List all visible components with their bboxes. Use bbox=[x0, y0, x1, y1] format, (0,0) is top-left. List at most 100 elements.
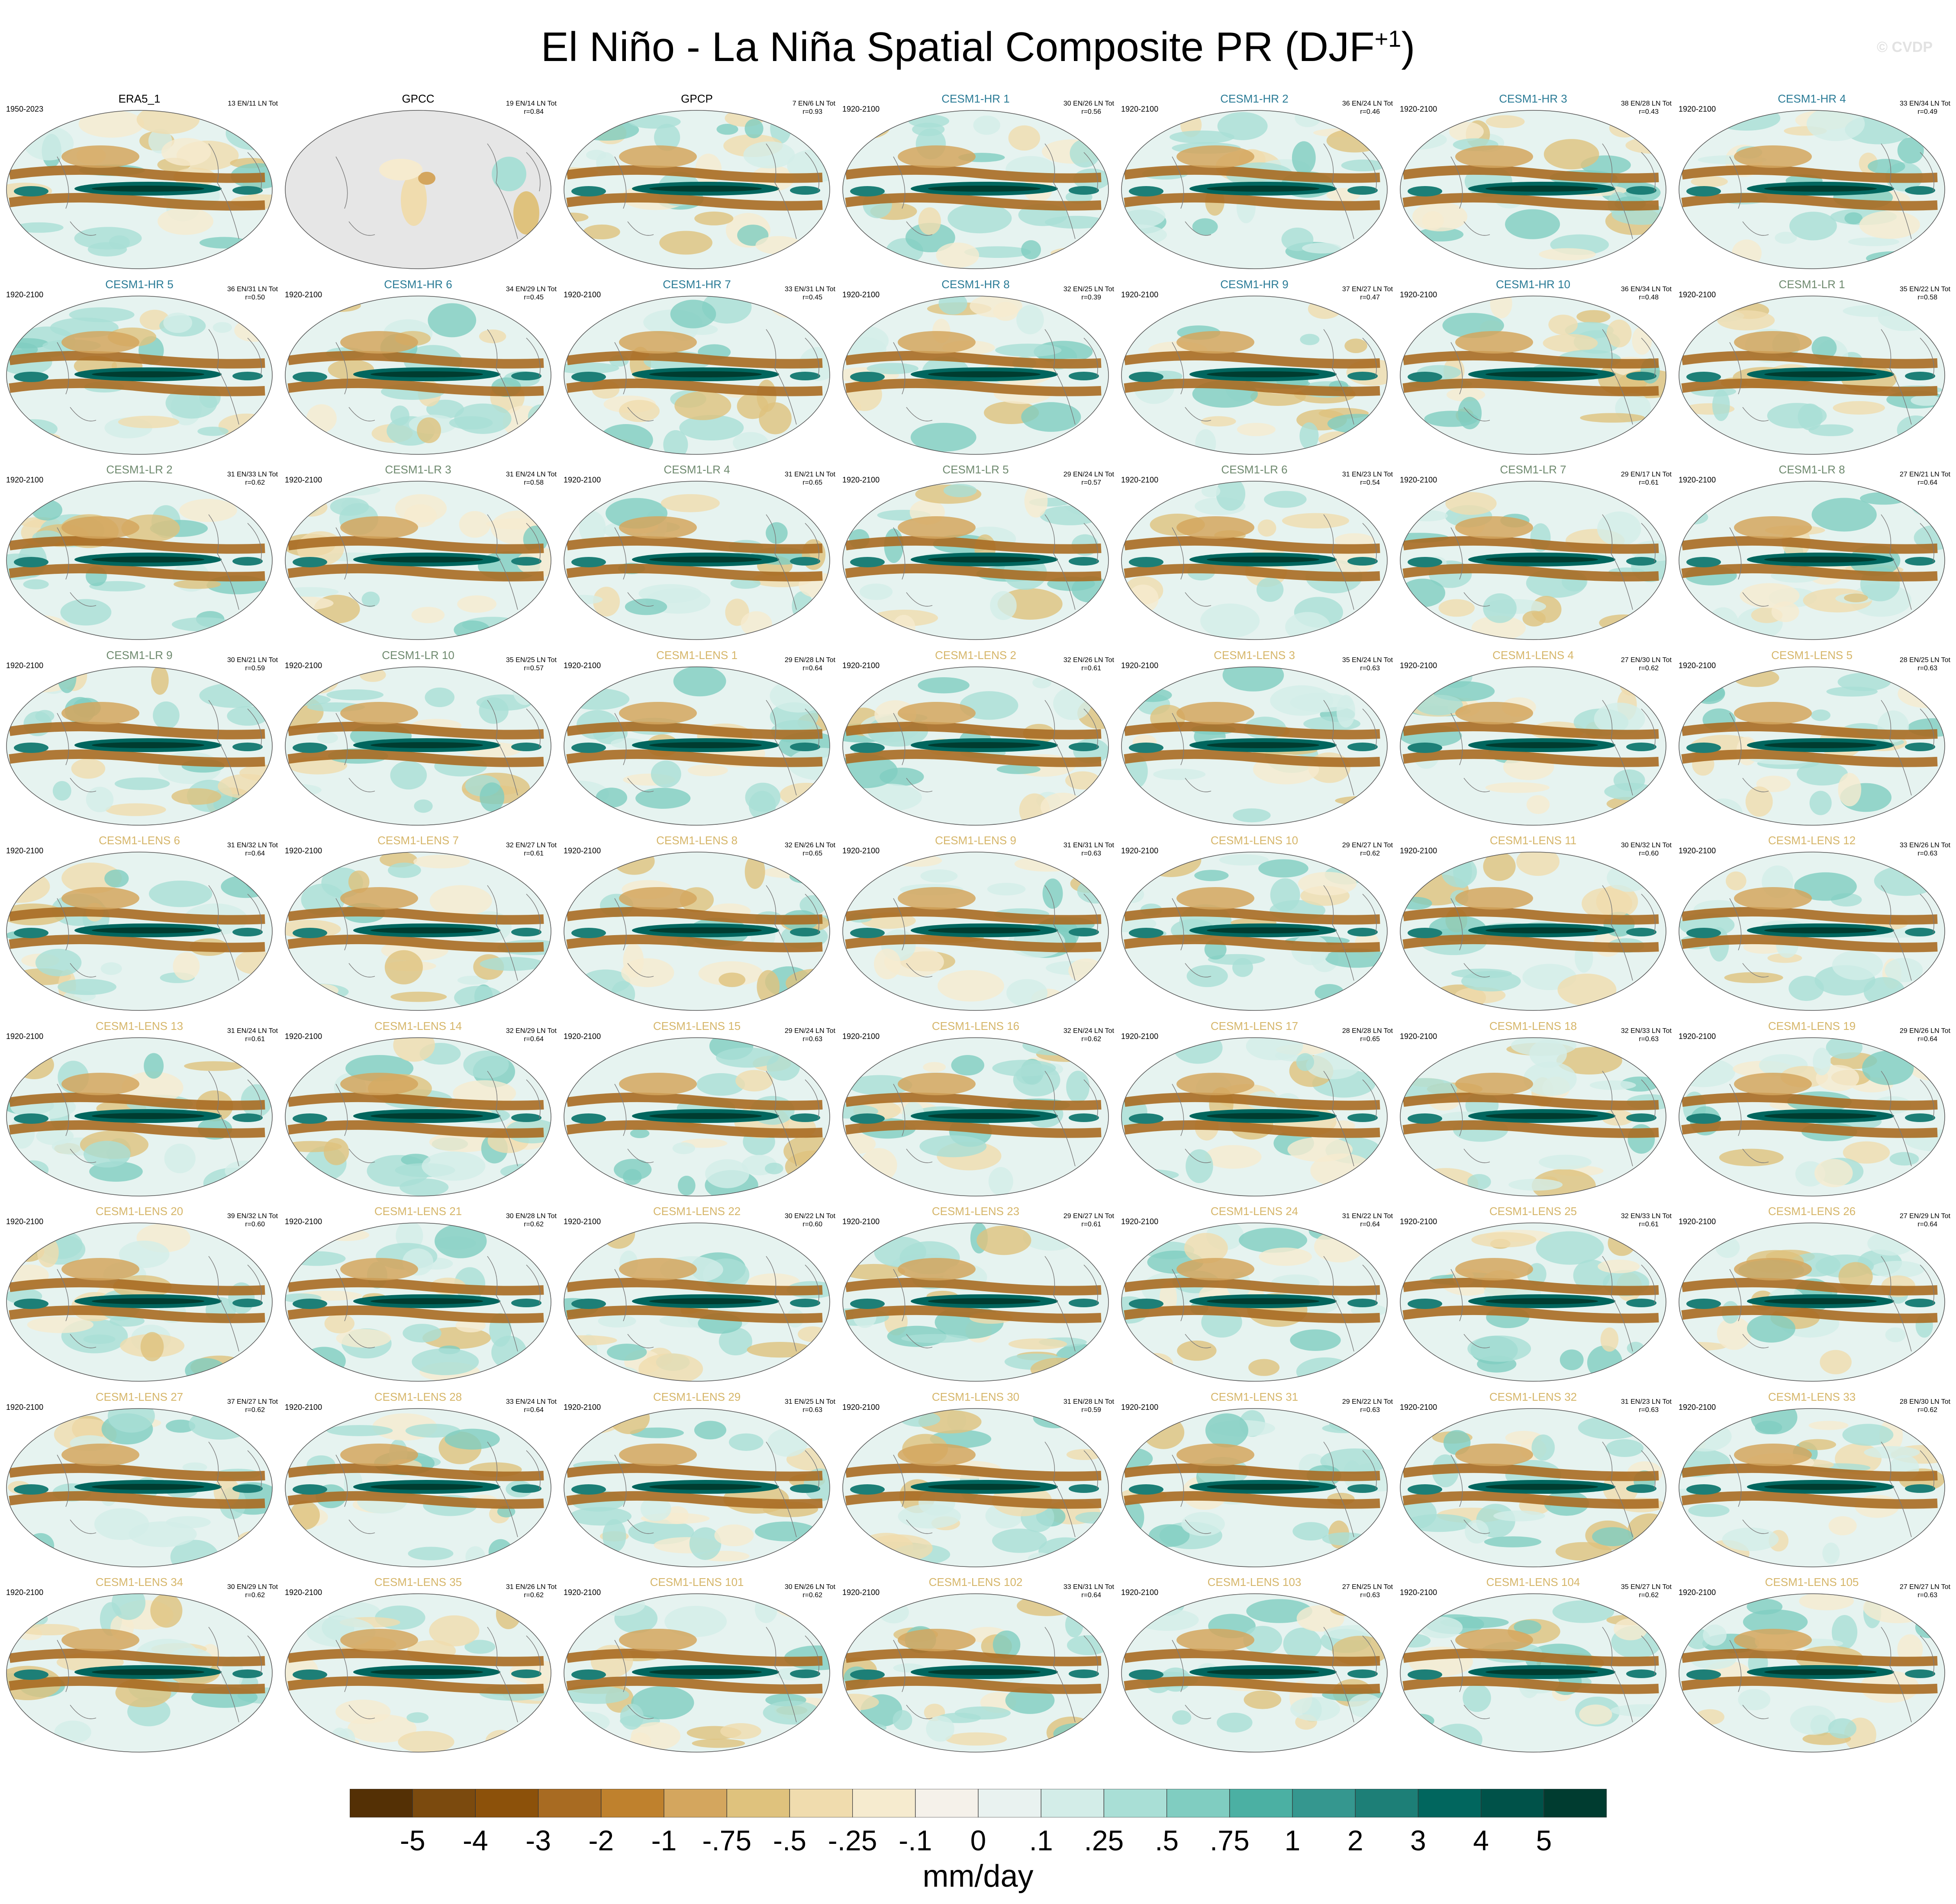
anomaly-blob bbox=[161, 138, 211, 166]
dry-band bbox=[61, 701, 139, 724]
dry-band bbox=[61, 145, 139, 168]
dry-band bbox=[1402, 165, 1659, 183]
anomaly-blob bbox=[996, 764, 1041, 774]
anomaly-blob bbox=[767, 1053, 800, 1081]
panel-event-counts: 31 EN/26 LN Tot bbox=[506, 1583, 557, 1591]
wet-indian-ocean bbox=[293, 1113, 327, 1124]
wet-atlantic bbox=[1626, 557, 1656, 566]
map-outline bbox=[842, 1222, 1109, 1382]
coastline bbox=[893, 329, 1098, 425]
anomaly-blob bbox=[417, 417, 441, 443]
panel-pattern-correlation: r=0.60 bbox=[802, 1221, 822, 1228]
panel-title: CESM1-HR 9 bbox=[1220, 277, 1289, 291]
anomaly-blob bbox=[603, 1519, 626, 1553]
anomaly-blob bbox=[743, 141, 795, 169]
anomaly-blob bbox=[6, 338, 48, 348]
dry-band bbox=[1402, 536, 1659, 554]
panel-pattern-correlation: r=0.60 bbox=[1639, 850, 1659, 857]
anomaly-blob bbox=[973, 116, 1000, 135]
dry-band bbox=[9, 721, 265, 740]
panel-title: CESM1-LENS 10 bbox=[1210, 834, 1299, 847]
coastline bbox=[57, 329, 262, 425]
map-outline bbox=[285, 1408, 551, 1567]
wet-atlantic bbox=[1347, 1484, 1378, 1493]
anomaly-blob bbox=[166, 1516, 211, 1528]
dry-band bbox=[1176, 1258, 1254, 1280]
anomaly-blob bbox=[1747, 1314, 1795, 1343]
map-outline bbox=[1400, 481, 1666, 640]
dry-band bbox=[287, 1676, 544, 1694]
dry-band bbox=[1734, 331, 1812, 354]
anomaly-blob bbox=[1832, 950, 1883, 980]
wet-equatorial-tongue bbox=[649, 927, 762, 933]
anomaly-blob bbox=[220, 992, 252, 1002]
panel-event-counts: 33 EN/31 LN Tot bbox=[1063, 1583, 1114, 1591]
anomaly-blob bbox=[947, 203, 1012, 234]
dry-band bbox=[287, 378, 544, 396]
panel-stats: 13 EN/11 LN Tot bbox=[228, 100, 278, 108]
coastline bbox=[1172, 1256, 1377, 1352]
global-map bbox=[564, 1037, 830, 1196]
map-panel: CESM1-LENS 20 1920-2100 39 EN/32 LN Tot r=0… bbox=[0, 1204, 279, 1389]
global-map bbox=[842, 1222, 1109, 1382]
anomaly-blob bbox=[100, 962, 122, 975]
dry-band bbox=[61, 331, 139, 354]
coastline bbox=[614, 1627, 819, 1723]
panel-stats: 31 EN/24 LN Tot r=0.58 bbox=[506, 470, 557, 487]
dry-band bbox=[9, 351, 265, 369]
anomaly-blob bbox=[107, 1408, 155, 1433]
panel-period: 1920-2100 bbox=[842, 1032, 880, 1041]
anomaly-blob bbox=[1726, 871, 1747, 891]
anomaly-blob bbox=[1529, 1039, 1567, 1068]
anomaly-blob bbox=[403, 1324, 441, 1343]
anomaly-blob bbox=[593, 586, 620, 617]
global-map bbox=[1121, 1037, 1388, 1196]
wet-atlantic bbox=[1069, 1484, 1099, 1493]
colorbar-tick-label: .25 bbox=[1084, 1824, 1124, 1856]
map-outline bbox=[1121, 1408, 1388, 1567]
anomaly-blob bbox=[867, 363, 919, 374]
anomaly-blob bbox=[1867, 1231, 1914, 1256]
panel-pattern-correlation: r=0.58 bbox=[1917, 293, 1937, 301]
coastline bbox=[335, 885, 541, 981]
dry-band bbox=[1176, 516, 1254, 539]
wet-indian-ocean bbox=[1129, 928, 1163, 938]
anomaly-blob bbox=[744, 854, 765, 889]
anomaly-blob bbox=[23, 579, 49, 589]
anomaly-blob bbox=[485, 1730, 517, 1752]
anomaly-blob bbox=[1299, 422, 1319, 450]
colorbar-tick-label: -.25 bbox=[828, 1824, 877, 1856]
panel-event-counts: 31 EN/23 LN Tot bbox=[1342, 471, 1393, 478]
wet-atlantic bbox=[511, 557, 541, 566]
dry-band bbox=[1681, 907, 1938, 925]
panel-period: 1920-2100 bbox=[842, 1588, 880, 1597]
wet-indian-ocean bbox=[14, 742, 48, 753]
anomaly-blob bbox=[995, 343, 1062, 357]
panel-event-counts: 32 EN/26 LN Tot bbox=[1063, 656, 1114, 664]
panel-event-counts: 32 EN/24 LN Tot bbox=[1063, 1027, 1114, 1035]
panel-period: 1920-2100 bbox=[564, 1402, 601, 1412]
anomaly-blob bbox=[659, 231, 712, 255]
wet-atlantic bbox=[1905, 928, 1935, 936]
panel-event-counts: 27 EN/30 LN Tot bbox=[1621, 656, 1672, 664]
anomaly-blob bbox=[673, 666, 726, 696]
global-map bbox=[1121, 1593, 1388, 1753]
panel-period: 1920-2100 bbox=[1121, 1402, 1159, 1412]
map-panel: CESM1-LENS 102 1920-2100 33 EN/31 LN Tot r=… bbox=[836, 1575, 1115, 1760]
dry-band bbox=[898, 331, 976, 354]
dry-band bbox=[566, 721, 823, 740]
anomaly-blob bbox=[926, 1716, 954, 1742]
anomaly-blob bbox=[1344, 338, 1367, 353]
anomaly-blob bbox=[60, 599, 112, 626]
coastline bbox=[57, 514, 262, 610]
anomaly-blob bbox=[498, 1594, 551, 1617]
anomaly-blob bbox=[306, 404, 337, 432]
anomaly-blob bbox=[728, 1433, 764, 1451]
coastline bbox=[1729, 1627, 1934, 1723]
map-outline bbox=[1679, 852, 1945, 1011]
wet-atlantic bbox=[1905, 371, 1935, 380]
anomaly-blob bbox=[14, 222, 64, 233]
coastline bbox=[614, 1071, 819, 1166]
wet-atlantic bbox=[1069, 928, 1099, 936]
dry-band bbox=[566, 1092, 823, 1110]
